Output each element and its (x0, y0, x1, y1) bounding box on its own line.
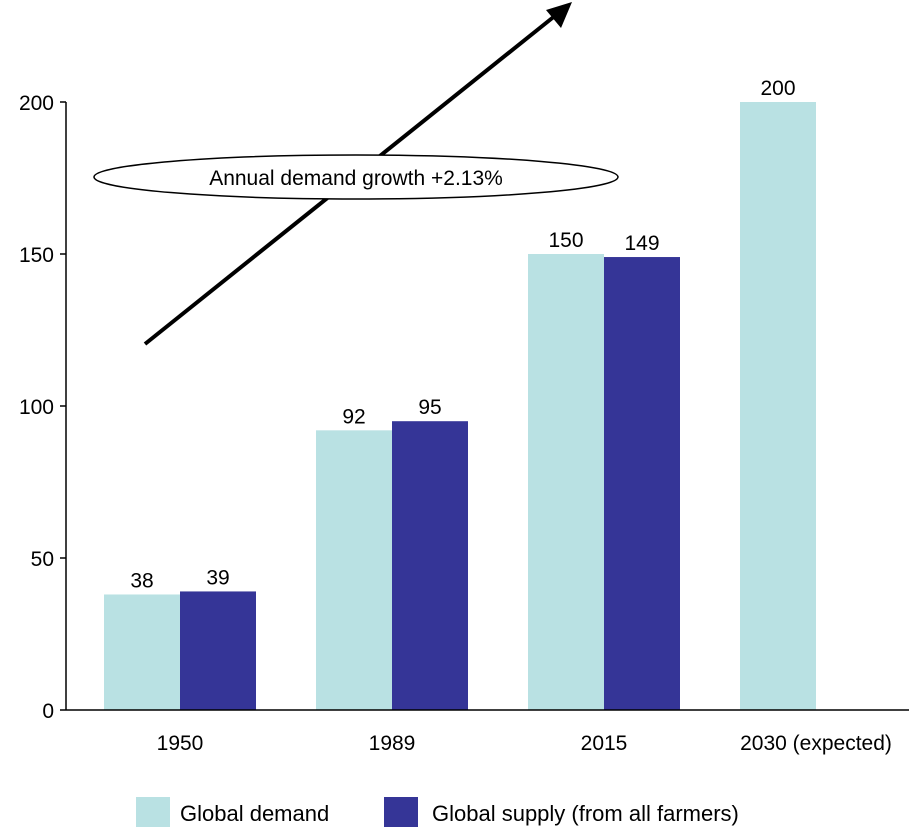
bar-value-label: 39 (206, 566, 229, 589)
bar-labels: 38 39 92 95 150 149 200 (130, 77, 795, 592)
growth-annotation: Annual demand growth +2.13% (93, 2, 619, 346)
bar-value-label: 149 (624, 232, 659, 255)
bar-value-label: 38 (130, 569, 153, 592)
bar (104, 594, 180, 710)
y-tick-label: 50 (31, 548, 54, 571)
y-tick-label: 200 (19, 92, 54, 115)
bars (104, 102, 816, 710)
bar-value-label: 95 (418, 396, 441, 419)
bar (392, 421, 468, 710)
x-axis: 1950 1989 2015 2030 (expected) (66, 709, 909, 755)
x-tick-label: 2030 (expected) (740, 732, 892, 755)
x-tick-label: 2015 (581, 732, 628, 755)
growth-arrow-head (546, 2, 572, 28)
bar (740, 102, 816, 710)
legend-label-demand: Global demand (180, 801, 329, 826)
bar (604, 257, 680, 710)
y-axis: 0 50 100 150 200 (19, 92, 67, 723)
legend-swatch-supply (384, 797, 418, 827)
bar (528, 254, 604, 710)
growth-annotation-ellipse (93, 154, 619, 200)
y-tick-label: 100 (19, 396, 54, 419)
legend: Global demand Global supply (from all fa… (136, 797, 739, 827)
bar-value-label: 200 (760, 77, 795, 100)
growth-annotation-text: Annual demand growth +2.13% (209, 167, 503, 190)
x-tick-label: 1950 (157, 732, 204, 755)
y-tick-label: 150 (19, 244, 54, 267)
bar-value-label: 150 (548, 229, 583, 252)
legend-swatch-demand (136, 797, 170, 827)
bar (316, 430, 392, 710)
bar (180, 591, 256, 710)
legend-label-supply: Global supply (from all farmers) (432, 801, 739, 826)
x-tick-label: 1989 (369, 732, 416, 755)
bar-value-label: 92 (342, 405, 365, 428)
y-tick-label: 0 (42, 700, 54, 723)
